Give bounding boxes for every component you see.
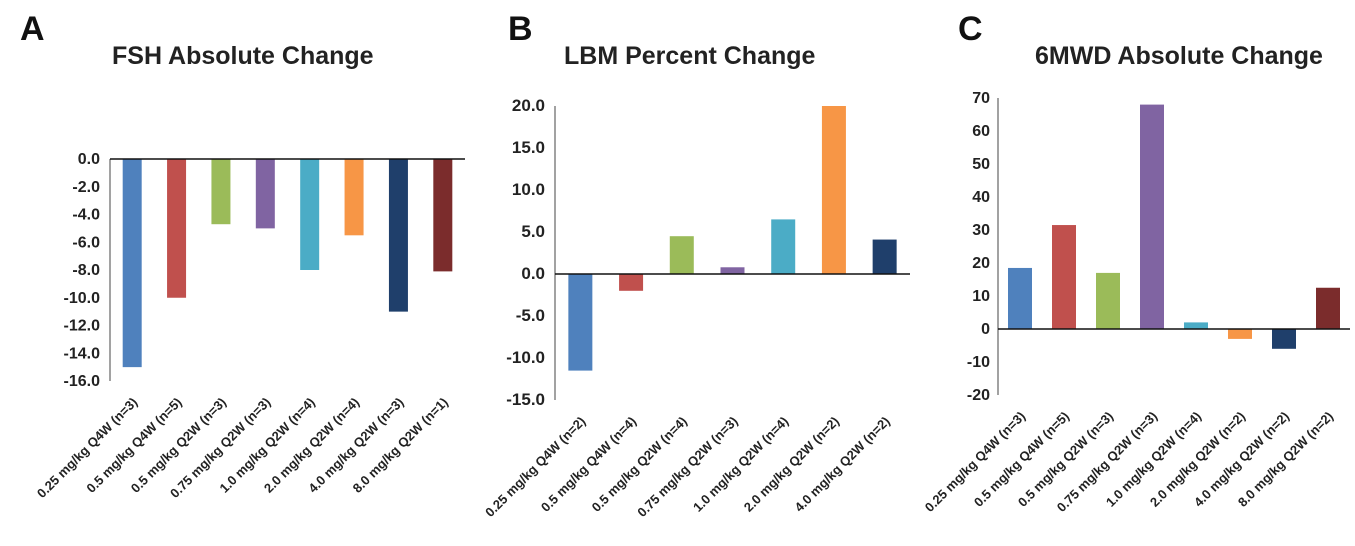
y-tick-label: -12.0 [64, 318, 101, 335]
bar [1008, 267, 1032, 329]
y-tick-label: -10 [967, 354, 990, 371]
category-label: 0.75 mg/kg Q2W (n=3) [634, 414, 740, 520]
y-tick-label: 40 [972, 189, 990, 206]
bar [669, 236, 694, 274]
bar [1140, 104, 1164, 329]
y-tick-label: 10 [972, 288, 990, 305]
y-tick-label: -14.0 [64, 345, 101, 362]
bar [771, 219, 796, 274]
bar [1052, 225, 1076, 329]
y-tick-label: 30 [972, 222, 990, 239]
y-tick-label: -20 [967, 387, 990, 404]
y-tick-label: -4.0 [72, 207, 100, 224]
bar [568, 274, 593, 371]
y-tick-label: -10.0 [506, 348, 545, 367]
y-tick-label: -5.0 [516, 306, 545, 325]
y-tick-label: 20 [972, 255, 990, 272]
y-tick-label: -16.0 [64, 373, 101, 390]
bar [211, 159, 231, 225]
bar [344, 159, 364, 236]
y-tick-label: 15.0 [512, 138, 545, 157]
bar [388, 159, 408, 312]
bar [1272, 329, 1296, 349]
y-tick-label: 70 [972, 90, 990, 107]
y-tick-label: 20.0 [512, 96, 545, 115]
bar [1096, 272, 1120, 329]
y-tick-label: -10.0 [64, 290, 101, 307]
panel-c: C 6MWD Absolute Change 70 60 50 40 30 20 10 0 -1… [910, 0, 1355, 546]
bar [1184, 322, 1208, 329]
category-label: 4.0 mg/kg Q2W (n=2) [791, 414, 892, 515]
bar [255, 159, 275, 229]
panel-letter-c: C [958, 10, 983, 48]
bar [1228, 329, 1252, 339]
y-tick-label: -2.0 [72, 179, 100, 196]
y-tick-label: 10.0 [512, 180, 545, 199]
panel-b: B LBM Percent Change 20.0 15.0 10.0 5.0 0.0 -… [450, 0, 910, 546]
y-tick-label: 5.0 [521, 222, 545, 241]
y-tick-label: -15.0 [506, 390, 545, 409]
bar [619, 274, 644, 291]
y-tick-label: 50 [972, 156, 990, 173]
y-tick-label: 0 [981, 321, 990, 338]
bar [821, 106, 846, 274]
category-label: 1.0 mg/kg Q2W (n=4) [690, 414, 791, 515]
bar [300, 159, 320, 270]
bar [1316, 287, 1340, 329]
y-tick-label: -8.0 [72, 262, 100, 279]
category-label: 0.5 mg/kg Q2W (n=4) [589, 414, 690, 515]
bar [122, 159, 142, 368]
y-tick-label: 60 [972, 123, 990, 140]
chart-fsh-absolute-change: 0.0-2.0-4.0-6.0-8.0-10.0-12.0-14.0-16.00… [34, 151, 465, 501]
bar [720, 267, 745, 274]
bar [433, 159, 453, 272]
chart-title-c: 6MWD Absolute Change [1035, 42, 1323, 70]
y-tick-label: 0.0 [78, 151, 100, 168]
y-tick-label: 0.0 [521, 264, 545, 283]
y-tick-label: -6.0 [72, 234, 100, 251]
chart-title-a: FSH Absolute Change [112, 42, 374, 70]
panel-letter-a: A [20, 10, 45, 48]
bar [872, 239, 897, 274]
panel-a: A FSH Absolute Change 0.0 -2.0 -4.0 -6.0 -8.… [0, 0, 465, 546]
chart-title-b: LBM Percent Change [564, 42, 816, 70]
category-label: 2.0 mg/kg Q2W (n=2) [741, 414, 842, 515]
bar [167, 159, 187, 298]
category-label: 0.25 mg/kg Q4W (n=2) [482, 414, 588, 520]
chart-lbm-percent-change: 20.0 15.0 10.0 5.0 0.0 -5.0 -10.0 -15.0 0.25 mg/… [482, 96, 910, 520]
category-label: 0.5 mg/kg Q4W (n=4) [538, 414, 639, 515]
panel-letter-b: B [508, 10, 533, 48]
